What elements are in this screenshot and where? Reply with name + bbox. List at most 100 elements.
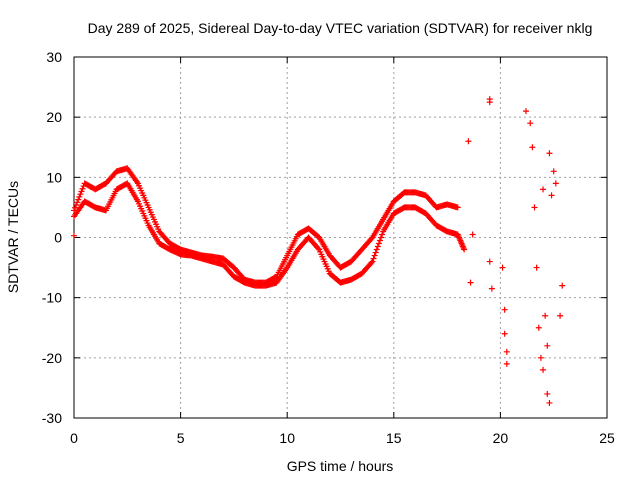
x-tick-label: 5	[177, 430, 185, 446]
x-tick-label: 20	[493, 430, 509, 446]
data-point-interp	[155, 226, 162, 233]
data-point-scattered-points	[527, 120, 534, 127]
data-point-scattered-points	[542, 312, 549, 319]
data-point-scattered-points	[486, 258, 493, 265]
data-point-interp	[133, 178, 140, 185]
data-point-scattered-points	[544, 342, 551, 349]
x-tick-label: 15	[386, 430, 402, 446]
tick-labels: 0 5 10 15 20 25 -30 -20 -10 0 10 20 30	[42, 49, 615, 446]
data-point-interp	[271, 274, 278, 281]
data-point-scattered-points	[533, 264, 540, 271]
data-point-interp	[453, 204, 460, 211]
data-point-interp	[374, 243, 381, 250]
data-point-scattered-points	[522, 108, 529, 115]
data-point-interp	[228, 262, 235, 269]
data-point-interp	[164, 245, 171, 252]
data-point-interp	[431, 220, 438, 227]
x-tick-label: 25	[599, 430, 615, 446]
data-point-scattered-points	[501, 330, 508, 337]
data-point-scattered-points	[531, 204, 538, 211]
data-point-interp	[335, 277, 342, 284]
data-point-interp	[431, 202, 438, 209]
data-point-scattered-points	[501, 306, 508, 313]
data-point-interp	[367, 260, 374, 267]
data-point-interp	[399, 205, 406, 212]
data-point-interp	[111, 170, 118, 177]
data-point-interp	[420, 209, 427, 216]
data-point-interp	[370, 255, 377, 262]
data-point-interp	[460, 245, 467, 252]
axis-ticks	[73, 56, 608, 419]
data-point-interp	[79, 185, 86, 192]
data-point-interp	[441, 227, 448, 234]
data-point-interp	[90, 203, 97, 210]
y-tick-label: 0	[54, 230, 62, 246]
x-tick-label: 10	[279, 430, 295, 446]
data-point-interp	[76, 193, 83, 200]
y-tick-label: 30	[46, 49, 62, 65]
data-point-interp	[379, 218, 386, 225]
data-point-interp	[283, 254, 290, 261]
data-point-interp	[356, 248, 363, 255]
data-point-interp	[368, 235, 375, 242]
data-point-interp	[77, 191, 84, 198]
data-point-scattered-points	[552, 180, 559, 187]
data-point-scattered-points	[467, 279, 474, 286]
data-point-interp	[373, 246, 380, 253]
data-point-interp	[293, 248, 300, 255]
grid-lines	[74, 57, 607, 418]
data-point-scattered-points	[557, 312, 564, 319]
data-point-interp	[314, 232, 321, 239]
data-point-scattered-points	[535, 324, 542, 331]
data-point-interp	[315, 245, 322, 252]
data-point-scattered-points	[486, 99, 493, 106]
data-point-scattered-points	[465, 138, 472, 145]
data-point-interp	[346, 259, 353, 266]
data-point-interp	[283, 266, 290, 273]
data-point-scattered-points	[503, 348, 510, 355]
data-point-scattered-points	[488, 285, 495, 292]
data-point-scattered-points	[544, 390, 551, 397]
y-tick-label: 10	[46, 169, 62, 185]
data-point-interp	[239, 278, 246, 285]
data-point-interp	[75, 196, 82, 203]
data-point-interp	[325, 268, 332, 275]
data-point-interp	[399, 191, 406, 198]
data-point-interp	[73, 202, 80, 209]
data-point-scattered-points	[469, 231, 476, 238]
data-point-interp	[72, 204, 79, 211]
y-tick-label: -30	[42, 410, 62, 426]
data-point-scattered-points	[499, 264, 506, 271]
data-point-interp	[122, 181, 129, 188]
y-tick-label: -20	[42, 350, 62, 366]
data-point-scattered-points	[546, 399, 553, 406]
data-point-interp	[78, 188, 85, 195]
data-point-interp	[367, 236, 374, 243]
data-point-scattered-points	[71, 232, 77, 239]
data-point-scattered-points	[548, 192, 555, 199]
data-point-scattered-points	[559, 282, 566, 289]
data-point-interp	[325, 250, 332, 257]
x-axis-label: GPS time / hours	[287, 458, 394, 474]
data-point-interp	[228, 271, 235, 278]
chart-title: Day 289 of 2025, Sidereal Day-to-day VTE…	[88, 20, 593, 36]
data-points	[71, 96, 566, 406]
data-point-scattered-points	[540, 186, 547, 193]
data-point-interp	[164, 238, 171, 245]
data-point-interp	[74, 199, 81, 206]
data-point-interp	[100, 181, 107, 188]
data-point-interp	[375, 240, 382, 247]
data-point-scattered-points	[550, 168, 557, 175]
y-tick-label: 20	[46, 109, 62, 125]
x-tick-label: 0	[70, 430, 78, 446]
y-tick-label: -10	[42, 290, 62, 306]
data-point-scattered-points	[546, 150, 553, 157]
data-point-scattered-points	[529, 144, 536, 151]
data-point-interp	[335, 262, 342, 269]
y-axis-label: SDTVAR / TECUs	[5, 181, 21, 293]
data-point-interp	[368, 259, 375, 266]
data-point-interp	[372, 249, 379, 256]
data-point-interp	[379, 231, 386, 238]
data-point-interp	[371, 252, 378, 259]
